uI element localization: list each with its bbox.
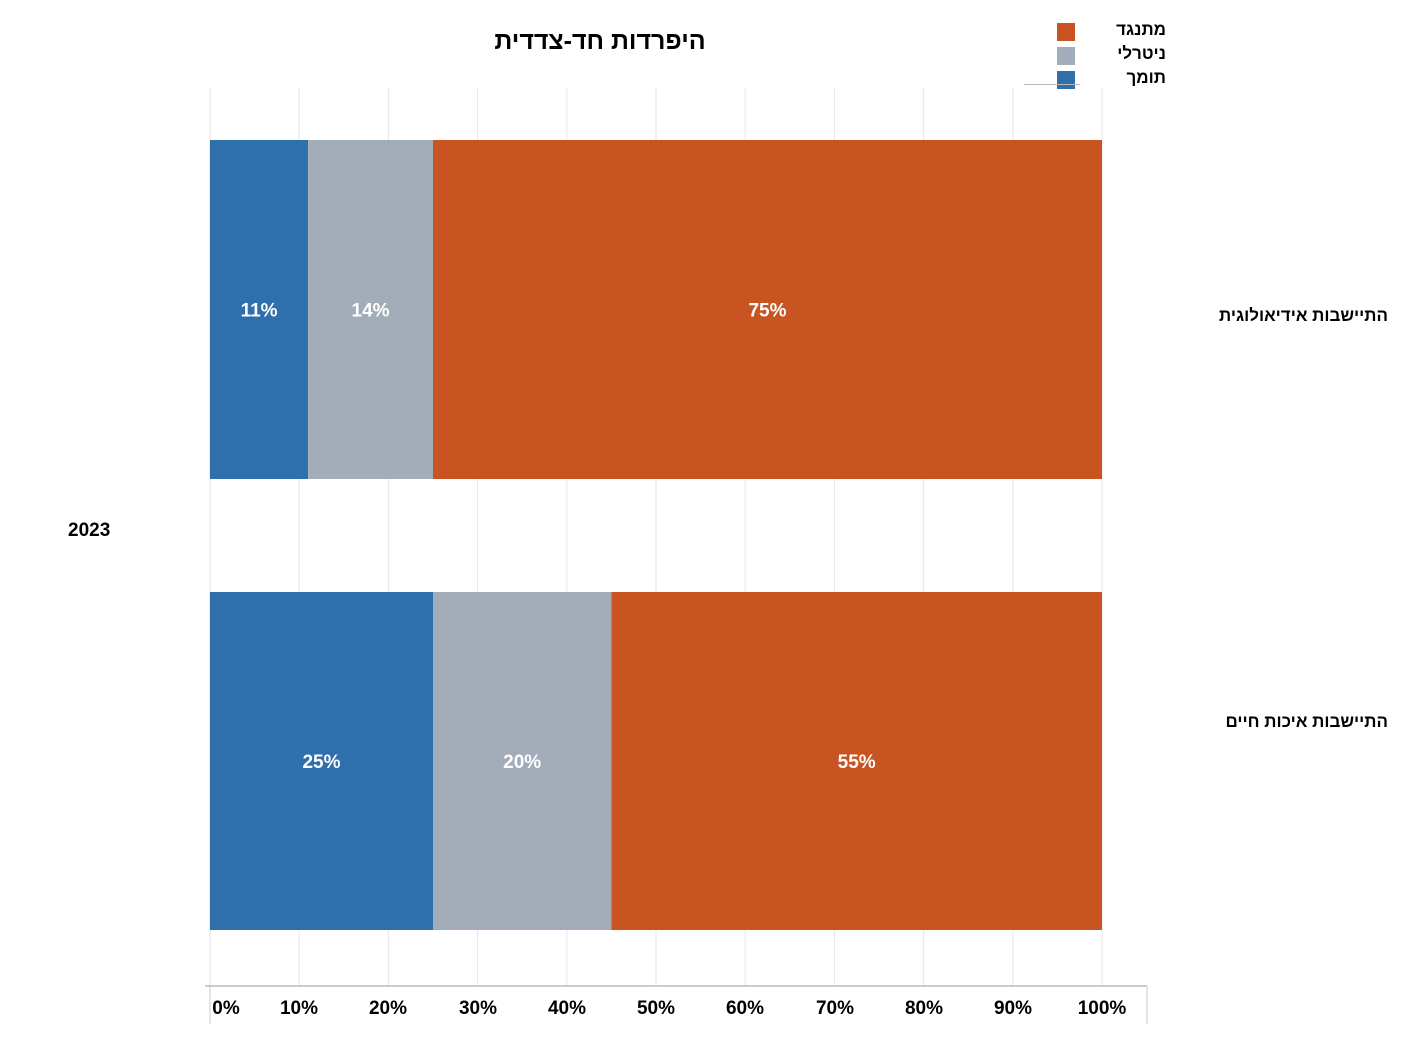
bar-segment [210, 140, 309, 479]
data-label: 11% [241, 301, 278, 322]
group-label-year: 2023 [68, 520, 111, 541]
legend-swatch-opposed [1057, 23, 1075, 41]
bar-segment [308, 140, 433, 479]
legend-label-opposed: מתנגד [1116, 20, 1166, 39]
data-label: 75% [748, 301, 786, 322]
x-tick-label: 40% [548, 998, 586, 1019]
x-tick-label: 0% [212, 998, 240, 1019]
data-label: 25% [302, 752, 340, 773]
x-tick-label: 80% [905, 998, 943, 1019]
legend-item-neutral: ניטרלי [1030, 44, 1170, 66]
x-tick-label: 70% [816, 998, 854, 1019]
bar-segment [433, 592, 612, 930]
x-tick-label: 100% [1078, 998, 1127, 1019]
legend-swatch-neutral [1057, 47, 1075, 65]
legend-divider [1024, 84, 1080, 85]
x-tick-label: 60% [726, 998, 764, 1019]
bar-segment [210, 592, 433, 930]
category-label-quality-of-life: התיישבות איכות חיים [1225, 712, 1389, 731]
data-label: 20% [503, 752, 541, 773]
x-tick-label: 50% [637, 998, 675, 1019]
x-tick-label: 30% [459, 998, 497, 1019]
legend-item-opposed: מתנגד [1030, 20, 1170, 42]
chart-title: היפרדות חד-צדדית [494, 27, 706, 55]
x-tick-label: 90% [994, 998, 1032, 1019]
legend-label-neutral: ניטרלי [1117, 44, 1166, 63]
category-label-ideological: התיישבות אידיאולוגית [1218, 306, 1388, 325]
bar-segment [611, 592, 1102, 930]
data-label: 55% [838, 752, 876, 773]
x-tick-label: 10% [280, 998, 318, 1019]
bar-segment [433, 140, 1102, 479]
x-tick-label: 20% [369, 998, 407, 1019]
data-label: 14% [352, 301, 390, 322]
legend-label-supportive: תומך [1126, 68, 1166, 87]
